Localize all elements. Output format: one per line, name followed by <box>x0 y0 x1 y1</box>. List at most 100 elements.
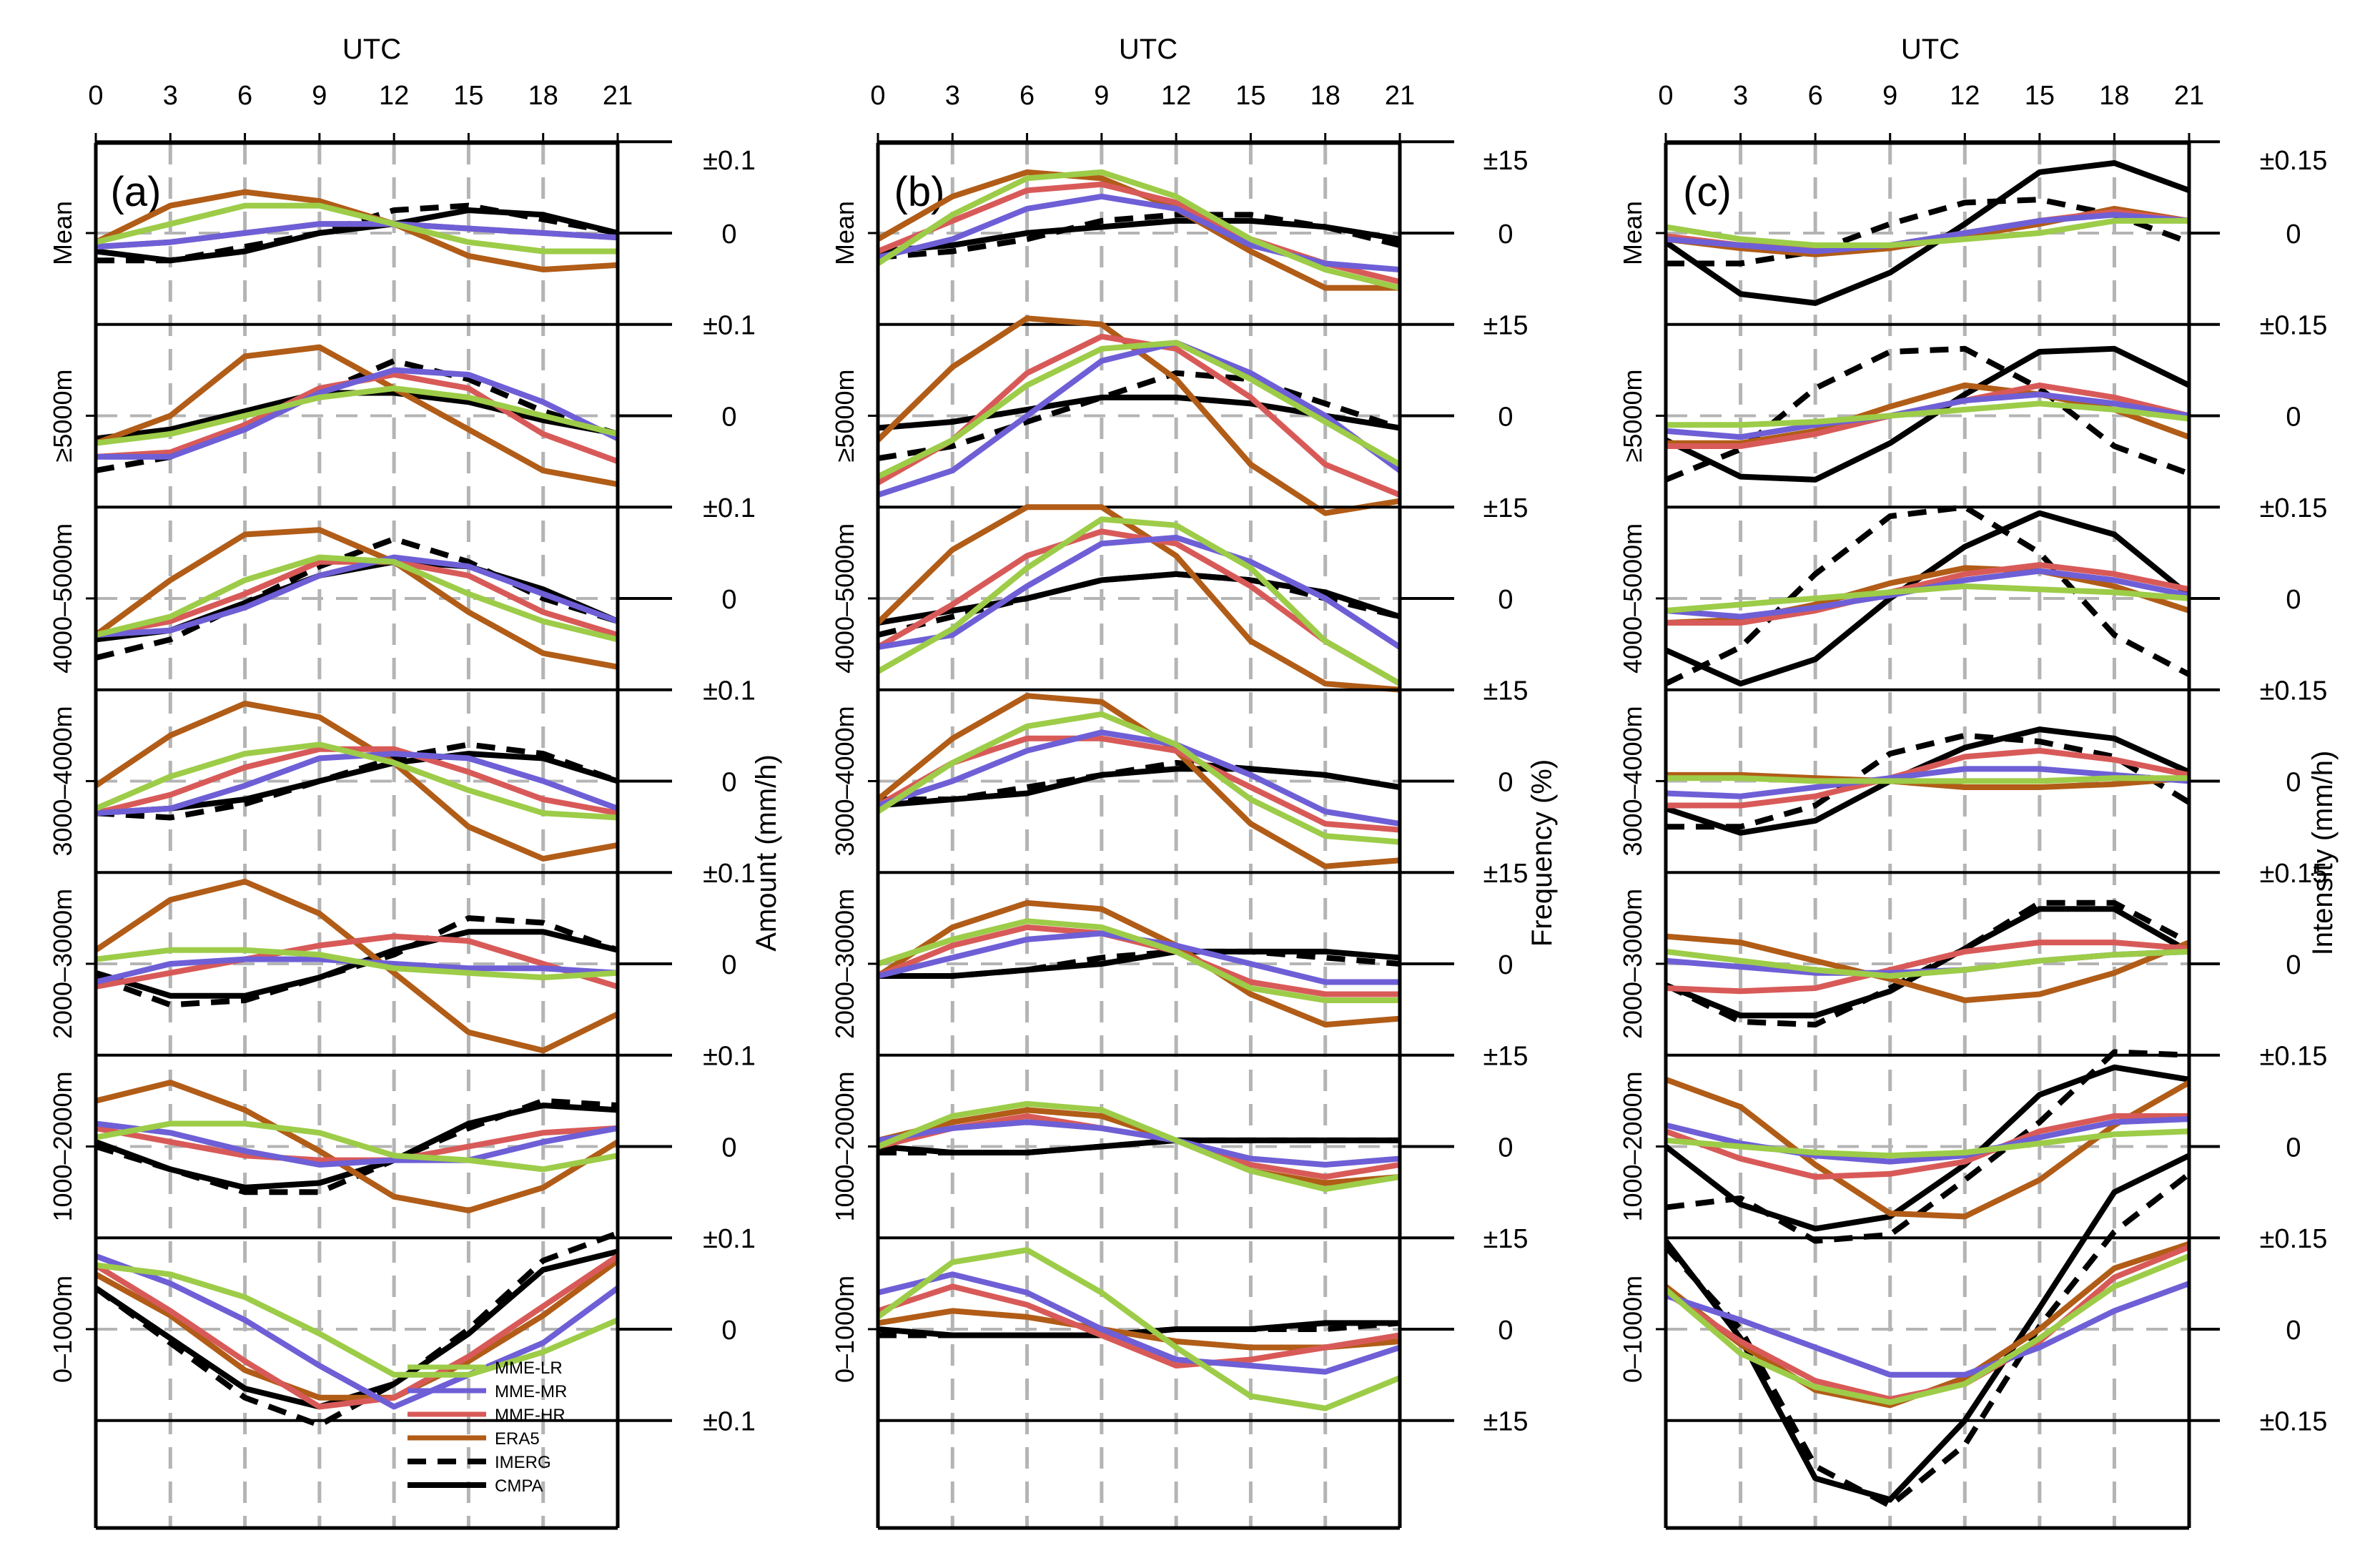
row-label: 2000–3000m <box>48 889 77 1039</box>
series-line-mme-hr <box>878 924 1400 997</box>
scale-label: ±0.15 <box>2260 493 2328 523</box>
x-tick-label-21: 21 <box>603 81 633 111</box>
zero-label: 0 <box>721 950 736 980</box>
x-tick-label-12: 12 <box>379 81 409 111</box>
scale-label: ±0.1 <box>703 1042 756 1072</box>
panel-a-scale-label: ±0.1 <box>703 146 756 176</box>
series-line-era5 <box>96 344 618 488</box>
series-line-mme-hr <box>96 746 618 817</box>
zero-label: 0 <box>1498 1316 1513 1346</box>
panel-c-ylabel: Intensity (mm/h) <box>2307 751 2339 956</box>
row-series-6 <box>96 1231 618 1429</box>
row-label: 0–1000m <box>48 1276 77 1383</box>
series-line-cmpa <box>1666 510 2189 687</box>
row-label: 2000–3000m <box>830 889 859 1039</box>
series-line-mme-lr <box>878 340 1400 480</box>
series-line-cmpa <box>96 751 618 817</box>
series-line-era5 <box>1666 771 2189 790</box>
scale-label: ±15 <box>1483 1224 1528 1254</box>
scale-label: ±0.15 <box>2260 311 2328 341</box>
scale-label: ±0.1 <box>703 1224 756 1254</box>
row-series-2 <box>878 504 1400 693</box>
zero-label: 0 <box>2286 220 2301 250</box>
zero-label: 0 <box>1498 220 1513 250</box>
series-line-mme-hr <box>878 735 1400 833</box>
series-line-mme-lr <box>878 918 1400 1003</box>
series-line-mme-mr <box>96 367 618 460</box>
row-series-0 <box>878 169 1400 291</box>
scale-label: ±0.15 <box>2260 859 2328 889</box>
row-series-3 <box>878 693 1400 869</box>
scale-label: ±0.1 <box>703 676 756 706</box>
series-line-cmpa <box>878 217 1400 255</box>
series-line-mme-mr <box>878 534 1400 651</box>
row-series-5 <box>96 1080 618 1213</box>
row-series-3 <box>1666 726 2189 836</box>
series-line-cmpa <box>878 948 1400 979</box>
zero-label: 0 <box>721 1316 736 1346</box>
zero-label: 0 <box>721 1133 736 1163</box>
row-label: 0–1000m <box>1618 1276 1647 1383</box>
series-line-cmpa <box>96 207 618 264</box>
series-line-mme-mr <box>96 554 618 638</box>
x-tick-label-12: 12 <box>1950 81 1980 111</box>
x-tick-label-3: 3 <box>163 81 178 111</box>
scale-label: ±0.15 <box>2260 1224 2328 1254</box>
panel-c-scale-label: ±0.15 <box>2260 146 2328 176</box>
series-line-mme-hr <box>1666 940 2189 995</box>
series-line-mme-lr <box>1666 1128 2189 1159</box>
series-line-cmpa <box>1666 1064 2189 1232</box>
row-series-1 <box>1666 345 2189 483</box>
series-line-imerg <box>96 536 618 661</box>
x-tick-label-0: 0 <box>870 81 885 111</box>
panel-c: UTC ±0.15 (c) Intensity (mm/h) 0 3 6 9 12 15 1… <box>1618 34 2339 1530</box>
panel-a-utc-label: UTC <box>342 34 401 65</box>
scale-label: ±15 <box>1483 676 1528 706</box>
scale-label: ±0.1 <box>703 859 756 889</box>
series-line-era5 <box>878 899 1400 1028</box>
legend-label-era5: ERA5 <box>495 1429 540 1449</box>
x-tick-label-3: 3 <box>1733 81 1748 111</box>
x-tick-label-12: 12 <box>1161 81 1191 111</box>
zero-label: 0 <box>2286 585 2301 615</box>
row-series-1 <box>878 315 1400 516</box>
series-line-era5 <box>96 527 618 670</box>
series-line-cmpa <box>878 1137 1400 1155</box>
series-line-cmpa <box>1666 726 2189 836</box>
zero-label: 0 <box>1498 950 1513 980</box>
series-line-mme-mr <box>878 1271 1400 1375</box>
series-line-mme-lr <box>96 554 618 643</box>
row-label: Mean <box>830 201 859 265</box>
series-line-mme-lr <box>878 1247 1400 1411</box>
x-tick-label-15: 15 <box>2025 81 2055 111</box>
x-tick-label-15: 15 <box>453 81 483 111</box>
series-line-era5 <box>96 700 618 862</box>
row-label: 4000–5000m <box>1618 523 1647 674</box>
legend-label-mme-mr: MME-MR <box>495 1382 567 1401</box>
series-line-imerg <box>878 1320 1400 1338</box>
series-line-mme-lr <box>878 1100 1400 1193</box>
series-line-imerg <box>1666 732 2189 830</box>
panel-b: UTC ±15 (b) Frequency (%) 0 3 6 9 12 15 18 210M… <box>830 34 1558 1530</box>
x-tick-label-6: 6 <box>237 81 252 111</box>
zero-label: 0 <box>721 767 736 797</box>
scale-label: ±0.1 <box>703 311 756 341</box>
series-line-imerg <box>96 358 618 474</box>
series-line-mme-mr <box>1666 1281 2189 1378</box>
row-label: 0–1000m <box>830 1276 859 1383</box>
series-line-mme-lr <box>1666 1253 2189 1406</box>
series-line-mme-hr <box>96 933 618 990</box>
zero-label: 0 <box>2286 950 2301 980</box>
row-label: 1000–2000m <box>48 1071 77 1221</box>
legend-label-imerg: IMERG <box>495 1453 551 1472</box>
series-line-mme-mr <box>96 1253 618 1410</box>
series-line-mme-mr <box>96 1120 618 1168</box>
x-tick-label-3: 3 <box>945 81 960 111</box>
zero-label: 0 <box>721 402 736 432</box>
series-line-mme-lr <box>878 516 1400 686</box>
series-line-era5 <box>878 504 1400 693</box>
series-line-mme-lr <box>96 1120 618 1173</box>
zero-label: 0 <box>1498 1133 1513 1163</box>
series-line-mme-mr <box>1666 391 2189 440</box>
